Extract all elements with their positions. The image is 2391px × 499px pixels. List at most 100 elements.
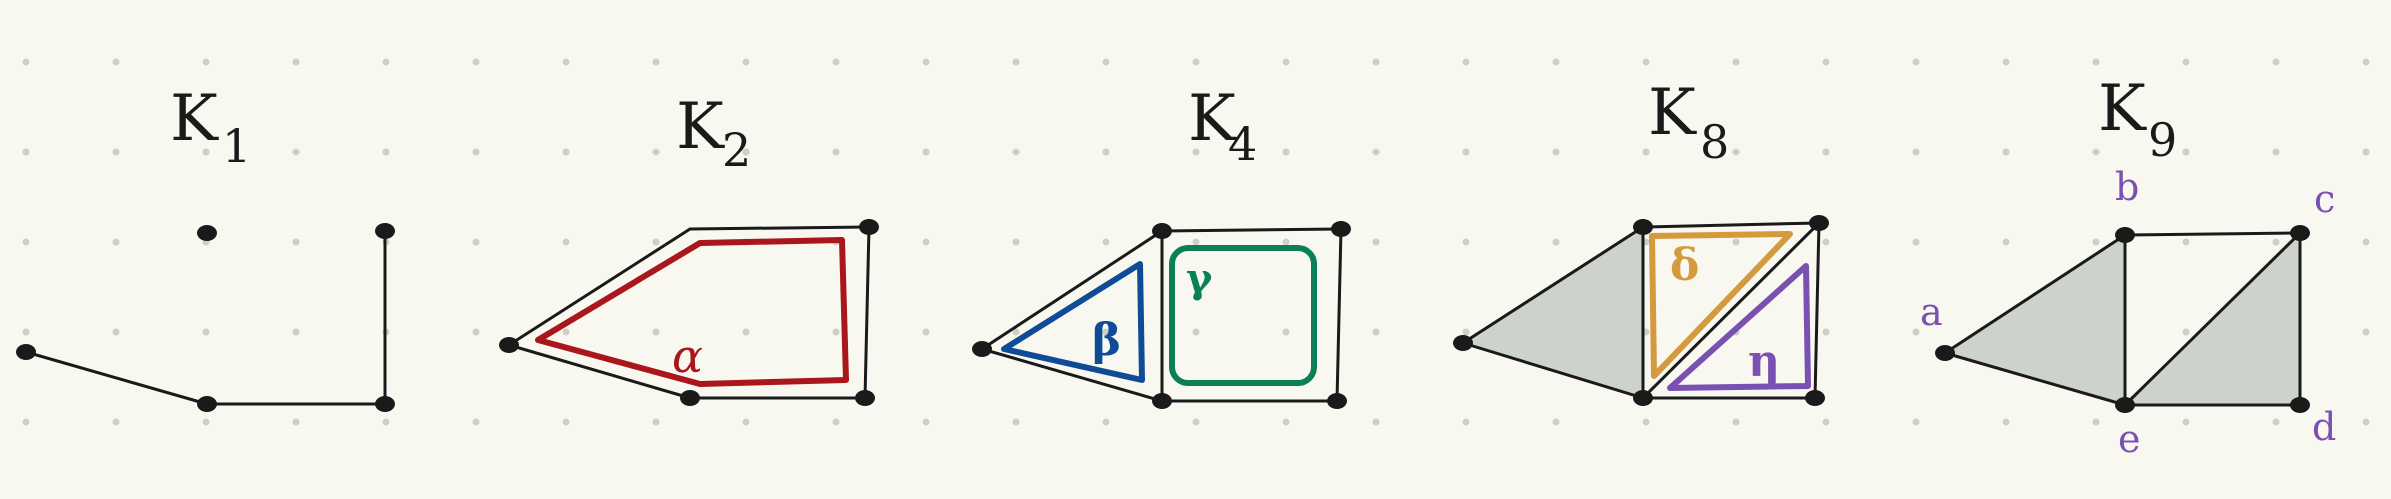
grid-dot: [562, 58, 570, 66]
grid-dot: [1822, 238, 1830, 246]
grid-dot: [1012, 148, 1020, 156]
k9-vertex-c: [2290, 225, 2310, 241]
k8-vertex: [1633, 390, 1653, 406]
grid-dot: [2362, 148, 2370, 156]
grid-dot: [1282, 328, 1290, 336]
k8-vertex: [1633, 219, 1653, 235]
title-k8-letter: K: [1648, 76, 1697, 150]
k9-edge-ea: [1943, 351, 2127, 407]
grid-dot: [2002, 418, 2010, 426]
title-k9-letter: K: [2098, 72, 2147, 146]
grid-dot: [832, 418, 840, 426]
grid-dot: [1282, 58, 1290, 66]
grid-dot: [1282, 418, 1290, 426]
grid-dot: [382, 148, 390, 156]
k8-edge: [1641, 221, 1821, 400]
grid-dot: [652, 148, 660, 156]
grid-dot: [472, 58, 480, 66]
grid-dot: [292, 148, 300, 156]
grid-dot: [2182, 328, 2190, 336]
grid-dot: [1732, 58, 1740, 66]
grid-dot: [832, 58, 840, 66]
k2-face-alpha-outline: [535, 237, 849, 387]
title-k8-subscript: 8: [1700, 115, 1729, 169]
grid-dot: [112, 418, 120, 426]
grid-dot: [1462, 58, 1470, 66]
title-k1-letter: K: [170, 82, 219, 156]
grid-dot: [1372, 148, 1380, 156]
k8-vertex: [1805, 390, 1825, 406]
grid-dot: [292, 418, 300, 426]
grid-dot: [922, 238, 930, 246]
grid-dot: [1642, 418, 1650, 426]
grid-dot: [1912, 58, 1920, 66]
grid-dot: [922, 148, 930, 156]
grid-dot: [1102, 148, 1110, 156]
grid-dot: [2182, 418, 2190, 426]
grid-dot: [1192, 148, 1200, 156]
grid-dot: [1732, 418, 1740, 426]
grid-dot: [652, 418, 660, 426]
grid-dot: [832, 328, 840, 336]
grid-dot: [742, 58, 750, 66]
complex-k8: δ η: [1453, 215, 1829, 406]
grid-dot: [2002, 148, 2010, 156]
k9-vertex-a: [1935, 345, 1955, 361]
grid-dot: [1192, 418, 1200, 426]
grid-dot: [1552, 58, 1560, 66]
grid-dot: [1642, 58, 1650, 66]
k2-edge: [507, 343, 692, 400]
grid-dot: [1012, 58, 1020, 66]
k2-edge: [688, 225, 871, 231]
grid-dot: [22, 328, 30, 336]
k9-edge-ec: [2123, 231, 2302, 407]
k9-filled-face-left: [1945, 235, 2125, 405]
grid-dot: [472, 148, 480, 156]
grid-dot: [922, 328, 930, 336]
grid-dot: [1012, 328, 1020, 336]
grid-dot: [2362, 58, 2370, 66]
grid-dot: [2362, 238, 2370, 246]
title-k4-subscript: 4: [1228, 117, 1257, 171]
grid-dot: [1192, 58, 1200, 66]
grid-dot: [1552, 238, 1560, 246]
title-k4: K 4: [1188, 82, 1257, 171]
grid-dot: [742, 328, 750, 336]
k9-label-b: b: [2115, 165, 2139, 209]
grid-dot: [1012, 238, 1020, 246]
grid-dot: [2272, 148, 2280, 156]
grid-dot: [382, 418, 390, 426]
grid-dot: [22, 58, 30, 66]
k1-vertex: [197, 396, 217, 412]
grid-dot: [202, 148, 210, 156]
grid-dot: [1372, 58, 1380, 66]
grid-dot: [562, 148, 570, 156]
grid-dot: [1102, 58, 1110, 66]
title-k1-subscript: 1: [222, 119, 251, 173]
grid-dot: [1192, 238, 1200, 246]
grid-dot: [472, 328, 480, 336]
grid-dot: [562, 328, 570, 336]
grid-dot: [1102, 328, 1110, 336]
grid-dot: [652, 58, 660, 66]
grid-dot: [2272, 418, 2280, 426]
k2-vertex: [855, 390, 875, 406]
title-k2-subscript: 2: [722, 123, 751, 177]
grid-dot: [1462, 148, 1470, 156]
k1-vertex: [16, 344, 36, 360]
grid-dot: [1822, 58, 1830, 66]
grid-dot: [742, 148, 750, 156]
grid-dot: [1282, 148, 1290, 156]
k9-edge-bc: [2123, 231, 2302, 237]
grid-dot: [562, 418, 570, 426]
grid-dot: [1552, 148, 1560, 156]
k2-vertex: [680, 390, 700, 406]
grid-dot: [202, 58, 210, 66]
grid-dot: [652, 238, 660, 246]
grid-dot: [112, 148, 120, 156]
grid-dot: [22, 148, 30, 156]
grid-dot: [112, 238, 120, 246]
title-k9-subscript: 9: [2148, 113, 2177, 167]
k4-vertex: [1152, 393, 1172, 409]
